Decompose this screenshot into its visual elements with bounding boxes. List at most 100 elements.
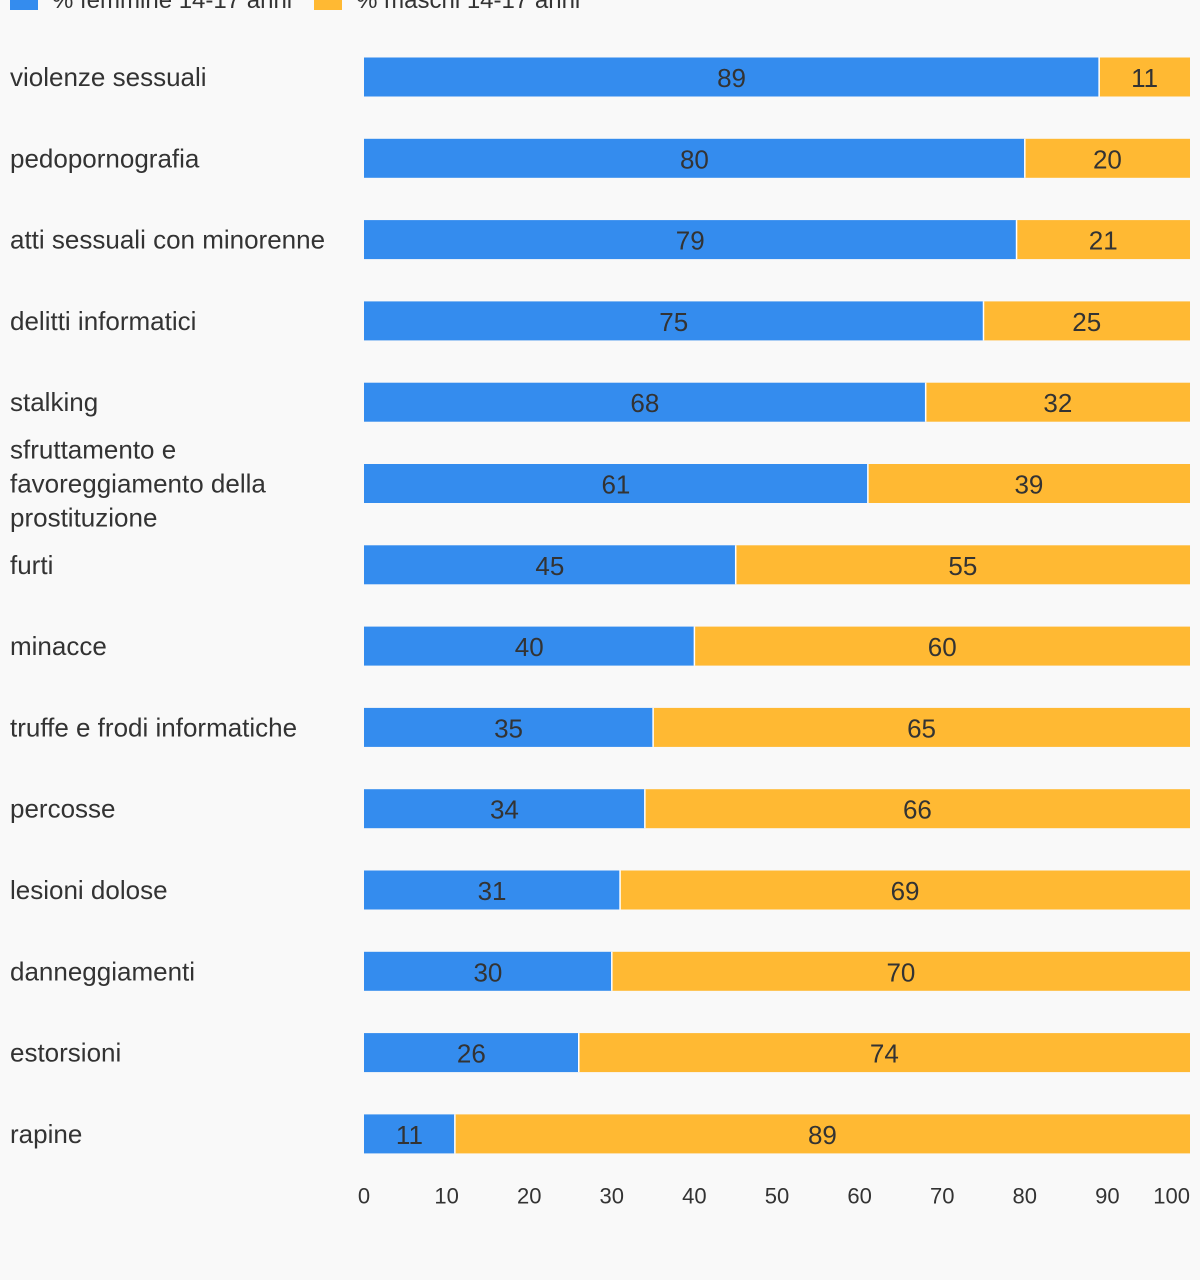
bar-segment-male [653, 707, 1190, 747]
value-label-male: 21 [1089, 226, 1118, 256]
bar-segment-male [1024, 138, 1190, 178]
bar-row: sfruttamento e favoreggiamento della prost… [10, 435, 1190, 533]
bar-segment-male [644, 789, 1190, 829]
category-label: estorsioni [10, 1038, 121, 1068]
bar-segment-male [983, 301, 1190, 341]
value-label-male: 74 [870, 1039, 899, 1069]
bar-row: truffe e frodi informatiche 35 65 [10, 707, 1190, 747]
category-label: stalking [10, 387, 98, 417]
value-label-male: 25 [1072, 307, 1101, 337]
bar-segment-female [364, 707, 654, 747]
x-tick-label: 40 [682, 1184, 706, 1209]
bar-row: delitti informatici 75 25 [10, 301, 1190, 341]
bar-segment-female [364, 789, 645, 829]
value-label-female: 26 [457, 1039, 486, 1069]
value-label-female: 68 [630, 388, 659, 418]
value-label-male: 60 [928, 632, 957, 662]
category-label: rapine [10, 1119, 82, 1149]
bar-segment-female [364, 464, 868, 503]
bar-row: violenze sessuali 89 11 [10, 57, 1190, 97]
value-label-female: 30 [473, 957, 502, 987]
category-label: violenze sessuali [10, 62, 207, 92]
x-tick-label: 90 [1095, 1184, 1119, 1209]
value-label-female: 80 [680, 144, 709, 174]
bar-segment-male [611, 951, 1190, 991]
bar-segment-female [364, 382, 926, 422]
bar-segment-male [620, 870, 1190, 910]
value-label-female: 61 [601, 470, 630, 500]
x-tick-label: 0 [358, 1184, 370, 1209]
value-label-male: 55 [948, 551, 977, 581]
value-label-male: 89 [808, 1120, 837, 1150]
bar-row: rapine 11 89 [10, 1114, 1190, 1154]
bar-segment-female [364, 57, 1100, 97]
category-label: furti [10, 550, 53, 580]
legend: % femmine 14-17 anni % maschi 14-17 anni [10, 0, 580, 14]
x-tick-label: 80 [1013, 1184, 1037, 1209]
value-label-female: 89 [717, 63, 746, 93]
value-label-male: 65 [907, 713, 936, 743]
category-label: percosse [10, 794, 116, 824]
value-label-female: 35 [494, 713, 523, 743]
bar-segment-female [364, 545, 736, 585]
x-tick-label: 30 [600, 1184, 624, 1209]
value-label-female: 31 [478, 876, 507, 906]
bar-segment-male [867, 464, 1190, 503]
bar-segment-male [735, 545, 1190, 585]
bar-segment-female [364, 1033, 579, 1073]
legend-label-female: % femmine 14-17 anni [52, 0, 293, 14]
bar-segment-female [364, 1114, 455, 1154]
value-label-male: 66 [903, 795, 932, 825]
bar-segment-female [364, 951, 612, 991]
bar-row: furti 45 55 [10, 545, 1190, 585]
x-tick-label: 100 [1153, 1184, 1190, 1209]
bar-row: lesioni dolose 31 69 [10, 870, 1190, 910]
x-tick-label: 10 [434, 1184, 458, 1209]
legend-label-male: % maschi 14-17 anni [356, 0, 581, 14]
bar-segment-male [1016, 220, 1190, 260]
x-tick-label: 60 [847, 1184, 871, 1209]
legend-item-male: % maschi 14-17 anni [314, 0, 580, 15]
category-label: pedopornografia [10, 143, 200, 173]
x-tick-label: 50 [765, 1184, 789, 1209]
bar-row: minacce 40 60 [10, 626, 1190, 666]
legend-item-female: % femmine 14-17 anni [10, 0, 292, 15]
value-label-male: 69 [891, 876, 920, 906]
value-label-male: 39 [1014, 470, 1043, 500]
value-label-female: 34 [490, 795, 519, 825]
bar-segment-female [364, 626, 695, 666]
bar-row: atti sessuali con minorenne 79 21 [10, 220, 1190, 260]
category-label: truffe e frodi informatiche [10, 712, 297, 742]
bar-row: percosse 34 66 [10, 789, 1190, 829]
value-label-female: 45 [535, 551, 564, 581]
bar-row: pedopornografia 80 20 [10, 138, 1190, 178]
value-label-female: 75 [659, 307, 688, 337]
bar-row: estorsioni 26 74 [10, 1033, 1190, 1073]
x-tick-label: 70 [930, 1184, 954, 1209]
category-label: lesioni dolose [10, 875, 168, 905]
category-label: sfruttamento e favoreggiamento della prost… [10, 435, 266, 533]
bar-segment-female [364, 138, 1025, 178]
bar-segment-male [454, 1114, 1190, 1154]
bar-segment-female [364, 220, 1017, 260]
legend-swatch-male [314, 0, 343, 10]
value-label-male: 11 [1131, 63, 1158, 93]
bar-segment-female [364, 870, 621, 910]
bar-segment-male [694, 626, 1190, 666]
bar-segment-male [925, 382, 1190, 422]
category-label: danneggiamenti [10, 956, 195, 986]
category-label: atti sessuali con minorenne [10, 225, 325, 255]
value-label-female: 11 [396, 1120, 423, 1150]
value-label-male: 70 [886, 957, 915, 987]
bar-row: danneggiamenti 30 70 [10, 951, 1190, 991]
value-label-male: 20 [1093, 144, 1122, 174]
x-tick-label: 20 [517, 1184, 541, 1209]
bar-segment-male [578, 1033, 1190, 1073]
bar-row: stalking 68 32 [10, 382, 1190, 422]
bar-segment-female [364, 301, 984, 341]
value-label-female: 79 [676, 226, 705, 256]
value-label-male: 32 [1043, 388, 1072, 418]
bar-segment-male [1099, 57, 1190, 97]
category-label: delitti informatici [10, 306, 196, 336]
